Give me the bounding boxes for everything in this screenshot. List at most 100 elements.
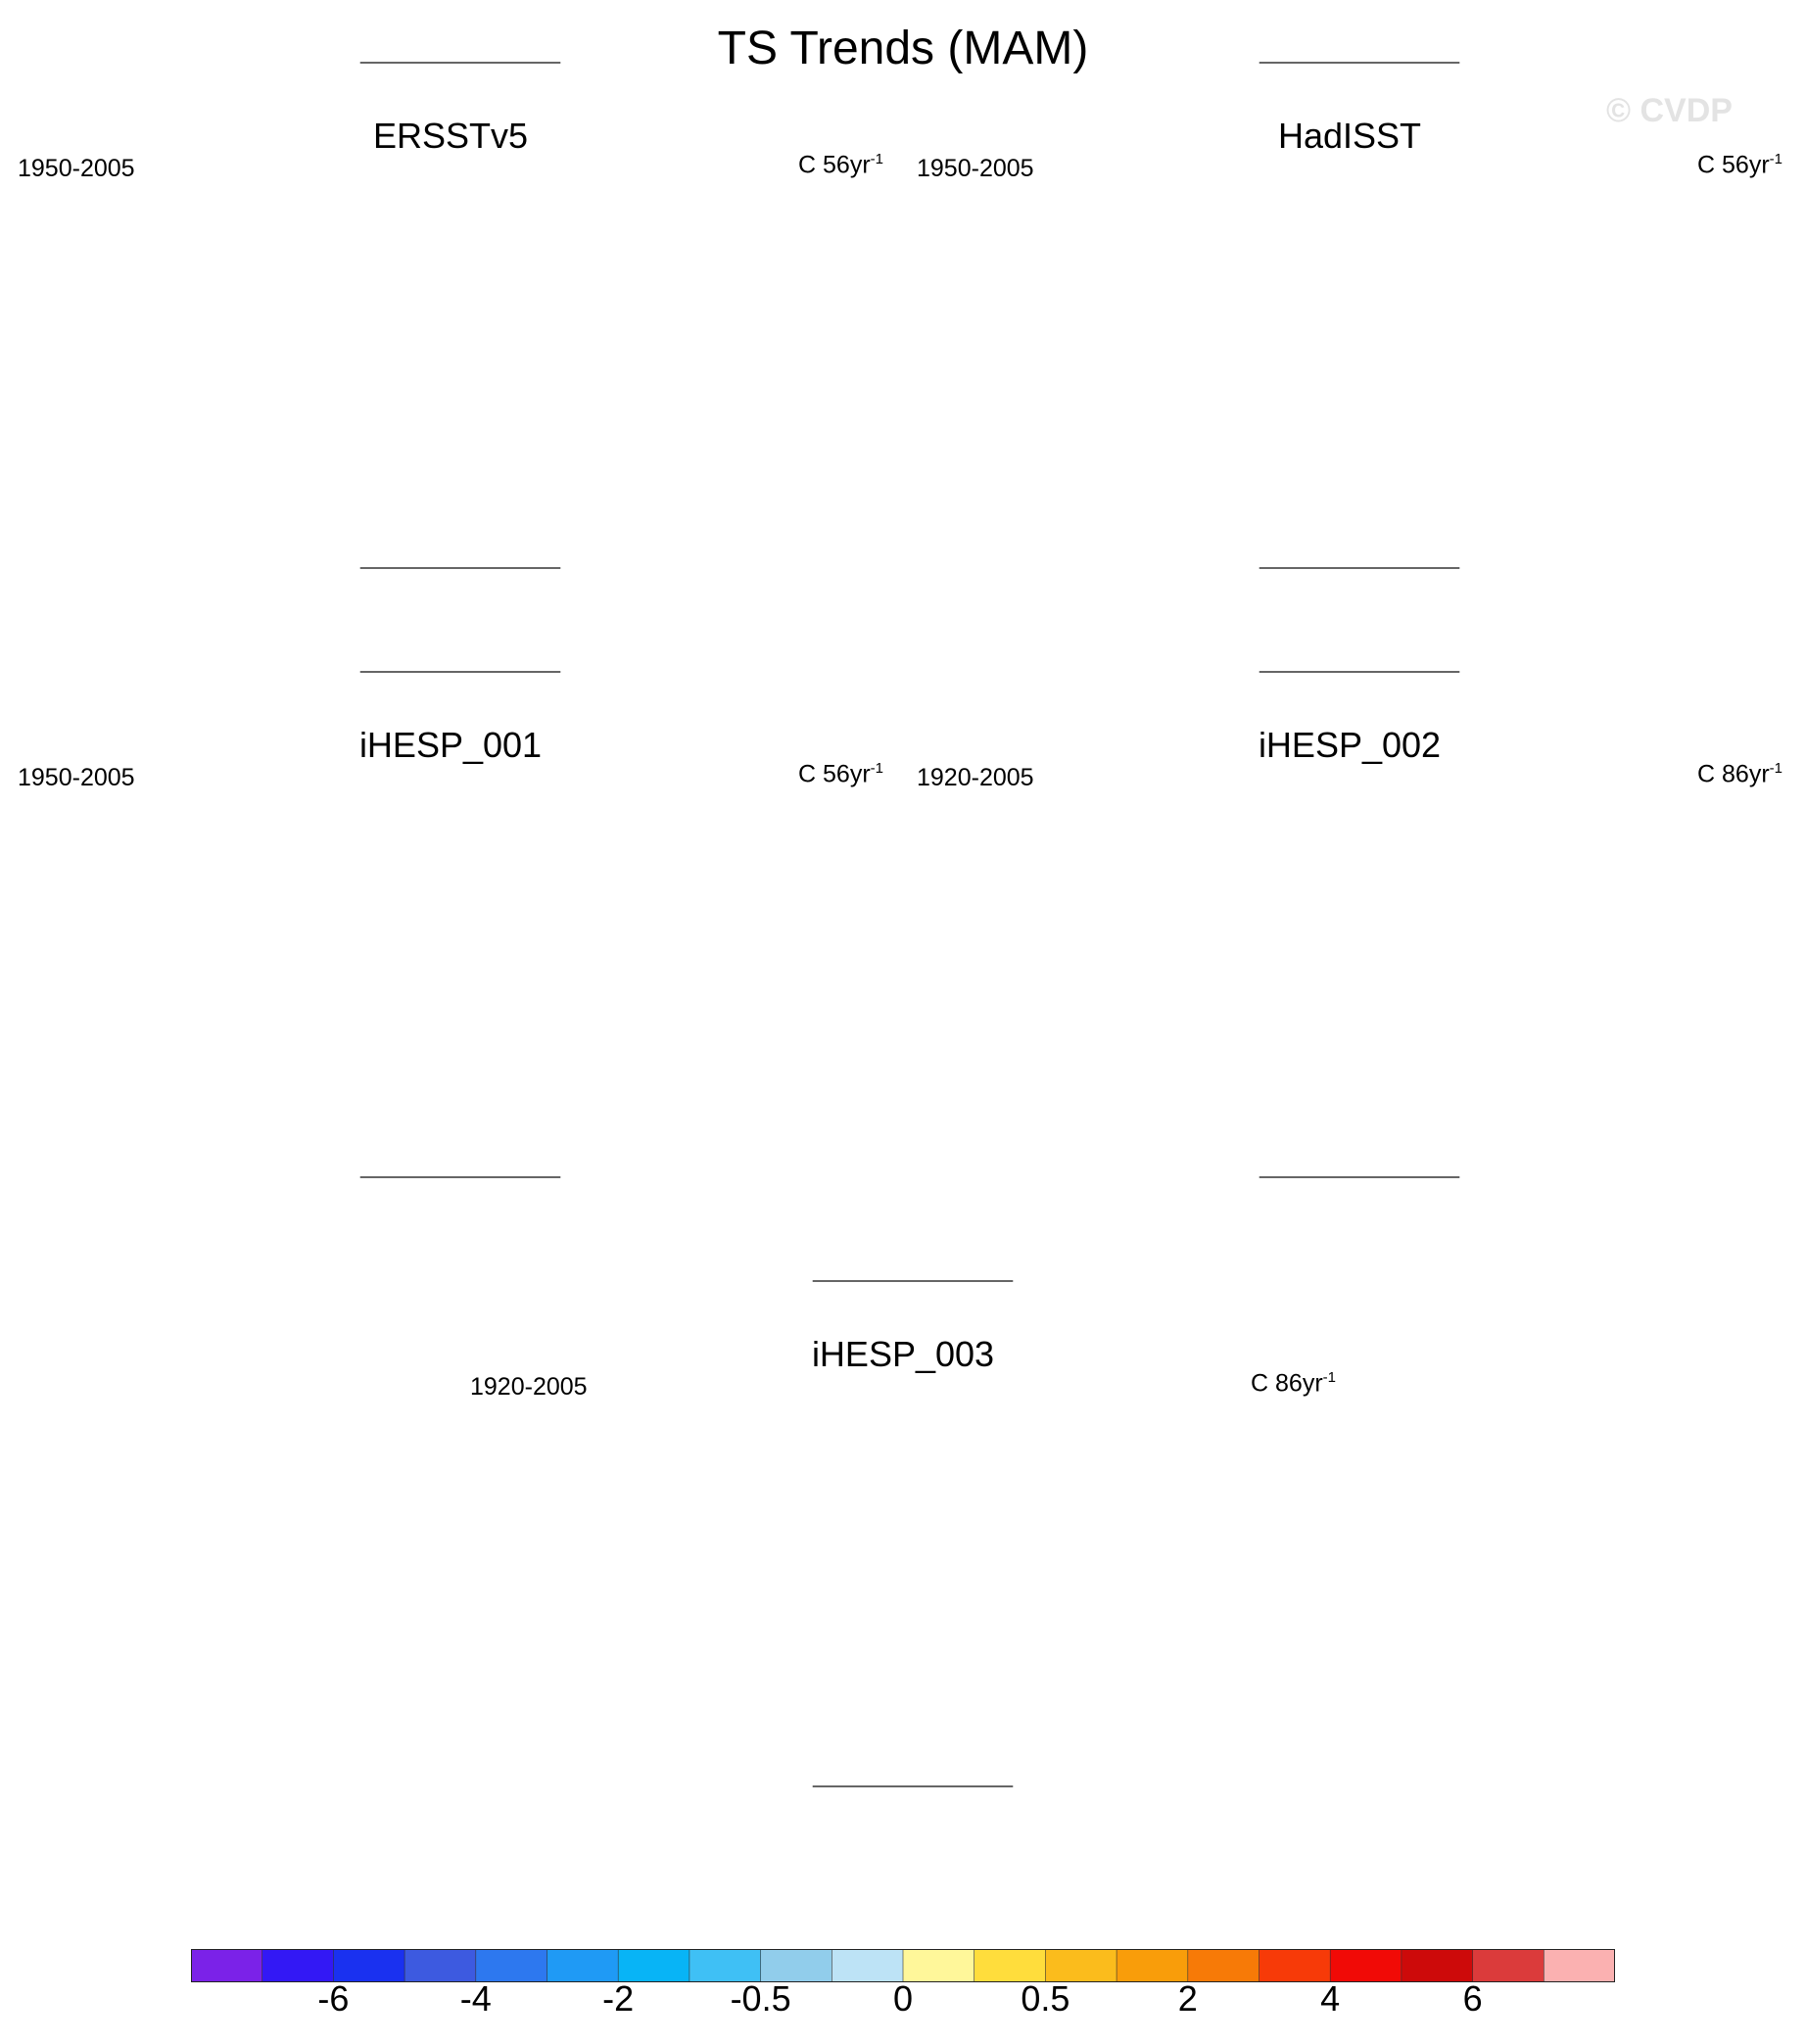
land-mask bbox=[49, 670, 421, 954]
trend-region bbox=[426, 193, 455, 222]
map-panel: iHESP_003 1920-2005 C 86yr-1 bbox=[452, 1280, 1354, 1941]
land-mask bbox=[1526, 905, 1614, 1120]
trend-region bbox=[333, 166, 451, 210]
antarctic-band bbox=[10, 1160, 906, 1177]
land-mask bbox=[1359, 672, 1594, 876]
ocean-fill bbox=[462, 1218, 1358, 1808]
units-text: C 56yr bbox=[1697, 151, 1770, 179]
period-label: 1920-2005 bbox=[917, 764, 1034, 791]
trend-region bbox=[1265, 1671, 1358, 1749]
colorbar-swatch bbox=[547, 1949, 619, 1982]
map-panel: iHESP_001 1950-2005 C 56yr-1 bbox=[0, 671, 901, 1332]
trend-region bbox=[1301, 944, 1692, 1062]
land-mask bbox=[1226, 1387, 1344, 1632]
units-text: C 56yr bbox=[798, 151, 871, 179]
trend-region bbox=[1173, 506, 1565, 555]
trend-region bbox=[544, 492, 612, 531]
trend-map bbox=[462, 1218, 1358, 1808]
colorbar-swatch bbox=[760, 1949, 833, 1982]
trend-region bbox=[313, 806, 451, 857]
ocean-fill bbox=[10, 609, 906, 1199]
trend-region bbox=[1144, 472, 1261, 511]
trend-region bbox=[1732, 345, 1805, 443]
trend-region bbox=[774, 925, 852, 1081]
ocean-fill bbox=[909, 0, 1805, 590]
trend-region bbox=[688, 1406, 903, 1485]
trend-region bbox=[1095, 807, 1212, 846]
antarctic-band bbox=[909, 1160, 1805, 1177]
trend-region bbox=[1379, 139, 1497, 433]
land-mask bbox=[686, 71, 739, 119]
colorbar-tick-label: -4 bbox=[459, 1978, 492, 2019]
colorbar-tick-label: 4 bbox=[1320, 1978, 1341, 2019]
colorbar-tick-label: 0 bbox=[892, 1978, 914, 2019]
map-panel: iHESP_002 1920-2005 C 86yr-1 bbox=[899, 671, 1800, 1332]
units-label: C 56yr-1 bbox=[798, 760, 883, 788]
land-mask bbox=[460, 63, 695, 266]
trend-region bbox=[333, 895, 568, 974]
trend-region bbox=[323, 521, 382, 550]
trend-region bbox=[1123, 1377, 1172, 1455]
trend-region bbox=[1207, 1534, 1324, 1730]
trend-region bbox=[382, 1042, 617, 1101]
trend-region bbox=[39, 983, 274, 1120]
colorbar-tick-label: 0.5 bbox=[1021, 1978, 1070, 2019]
colorbar-swatch bbox=[1401, 1949, 1474, 1982]
trend-region bbox=[903, 1730, 1040, 1769]
ocean-fill bbox=[909, 609, 1805, 1199]
trend-region bbox=[235, 778, 431, 856]
trend-region bbox=[472, 1573, 746, 1730]
trend-region bbox=[1653, 925, 1771, 1120]
antarctic-band bbox=[909, 550, 1805, 568]
panel-title: HadISST bbox=[1277, 116, 1422, 156]
trend-region bbox=[776, 1690, 1069, 1749]
trend-region bbox=[1085, 1032, 1516, 1130]
arctic-band bbox=[909, 63, 1805, 88]
trend-region bbox=[1663, 452, 1722, 492]
colorbar-swatch bbox=[475, 1949, 548, 1982]
trend-region bbox=[1075, 787, 1212, 846]
trend-region bbox=[1203, 1145, 1359, 1174]
colorbar-tick-label: -6 bbox=[317, 1978, 350, 2019]
antarctic-band bbox=[462, 1769, 1358, 1786]
colorbar-swatch bbox=[1259, 1949, 1331, 1982]
land-mask bbox=[1673, 168, 1790, 413]
land-mask bbox=[1134, 335, 1232, 433]
units-label: C 56yr-1 bbox=[1697, 151, 1782, 179]
trend-region bbox=[245, 1086, 558, 1135]
trend-region bbox=[774, 315, 852, 472]
land-mask bbox=[1673, 778, 1790, 1022]
units-exponent: -1 bbox=[1769, 151, 1782, 167]
units-exponent: -1 bbox=[870, 151, 883, 167]
colorbar-swatch bbox=[191, 1949, 263, 1982]
land-mask bbox=[1359, 63, 1594, 266]
colorbar-swatch bbox=[689, 1949, 762, 1982]
units-exponent: -1 bbox=[870, 760, 883, 777]
trend-region bbox=[490, 364, 666, 443]
colorbar-swatch bbox=[1116, 1949, 1189, 1982]
colorbar-swatch bbox=[1187, 1949, 1260, 1982]
land-mask bbox=[627, 296, 715, 511]
colorbar-swatch bbox=[831, 1949, 904, 1982]
trend-region bbox=[509, 1111, 686, 1150]
colorbar-tick-label: 6 bbox=[1462, 1978, 1483, 2019]
arctic-band bbox=[10, 63, 906, 88]
land-mask bbox=[948, 670, 1320, 954]
trend-region bbox=[166, 993, 676, 1130]
land-mask bbox=[1134, 944, 1232, 1042]
trend-region bbox=[1712, 257, 1790, 296]
units-text: C 86yr bbox=[1251, 1369, 1323, 1398]
land-mask bbox=[756, 1289, 815, 1313]
arctic-band bbox=[462, 1281, 1358, 1307]
land-mask bbox=[1526, 296, 1614, 511]
units-label: C 86yr-1 bbox=[1697, 760, 1782, 788]
colorbar-swatch bbox=[333, 1949, 405, 1982]
colorbar-swatch bbox=[1544, 1949, 1615, 1982]
trend-region bbox=[756, 1423, 913, 1478]
ocean-fill bbox=[10, 0, 906, 590]
land-mask bbox=[1203, 680, 1261, 704]
colorbar-tick-label: -2 bbox=[602, 1978, 635, 2019]
figure-title: TS Trends (MAM) bbox=[717, 23, 1089, 74]
trend-region bbox=[215, 178, 451, 296]
trend-region bbox=[583, 364, 612, 423]
